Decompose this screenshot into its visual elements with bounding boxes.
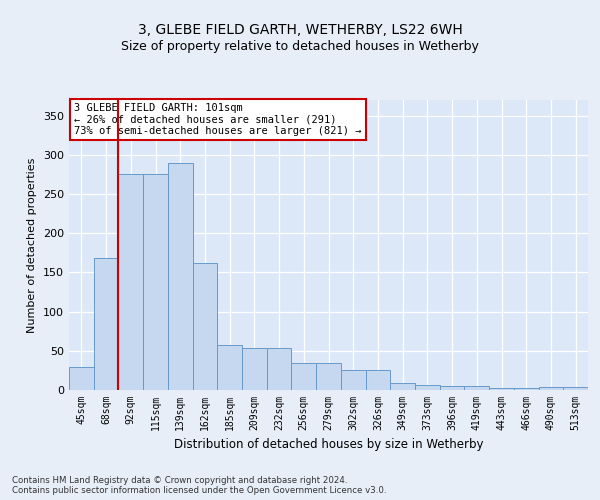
Bar: [316, 362, 341, 390]
Bar: [267, 348, 292, 390]
Bar: [143, 174, 168, 390]
Text: 3 GLEBE FIELD GARTH: 101sqm
← 26% of detached houses are smaller (291)
73% of se: 3 GLEBE FIELD GARTH: 101sqm ← 26% of det…: [74, 103, 362, 136]
Text: Size of property relative to detached houses in Wetherby: Size of property relative to detached ho…: [121, 40, 479, 53]
Bar: [94, 258, 118, 390]
Bar: [292, 362, 316, 390]
Bar: [440, 386, 464, 390]
Bar: [168, 162, 193, 390]
Bar: [193, 263, 217, 390]
Bar: [514, 388, 539, 390]
Bar: [341, 370, 365, 390]
Bar: [563, 387, 588, 390]
Y-axis label: Number of detached properties: Number of detached properties: [28, 158, 37, 332]
Text: 3, GLEBE FIELD GARTH, WETHERBY, LS22 6WH: 3, GLEBE FIELD GARTH, WETHERBY, LS22 6WH: [137, 22, 463, 36]
Bar: [415, 386, 440, 390]
Bar: [390, 383, 415, 390]
Bar: [539, 387, 563, 390]
Bar: [242, 348, 267, 390]
Text: Contains HM Land Registry data © Crown copyright and database right 2024.
Contai: Contains HM Land Registry data © Crown c…: [12, 476, 386, 495]
X-axis label: Distribution of detached houses by size in Wetherby: Distribution of detached houses by size …: [174, 438, 483, 452]
Bar: [69, 368, 94, 390]
Bar: [217, 346, 242, 390]
Bar: [489, 388, 514, 390]
Bar: [118, 174, 143, 390]
Bar: [365, 370, 390, 390]
Bar: [464, 386, 489, 390]
